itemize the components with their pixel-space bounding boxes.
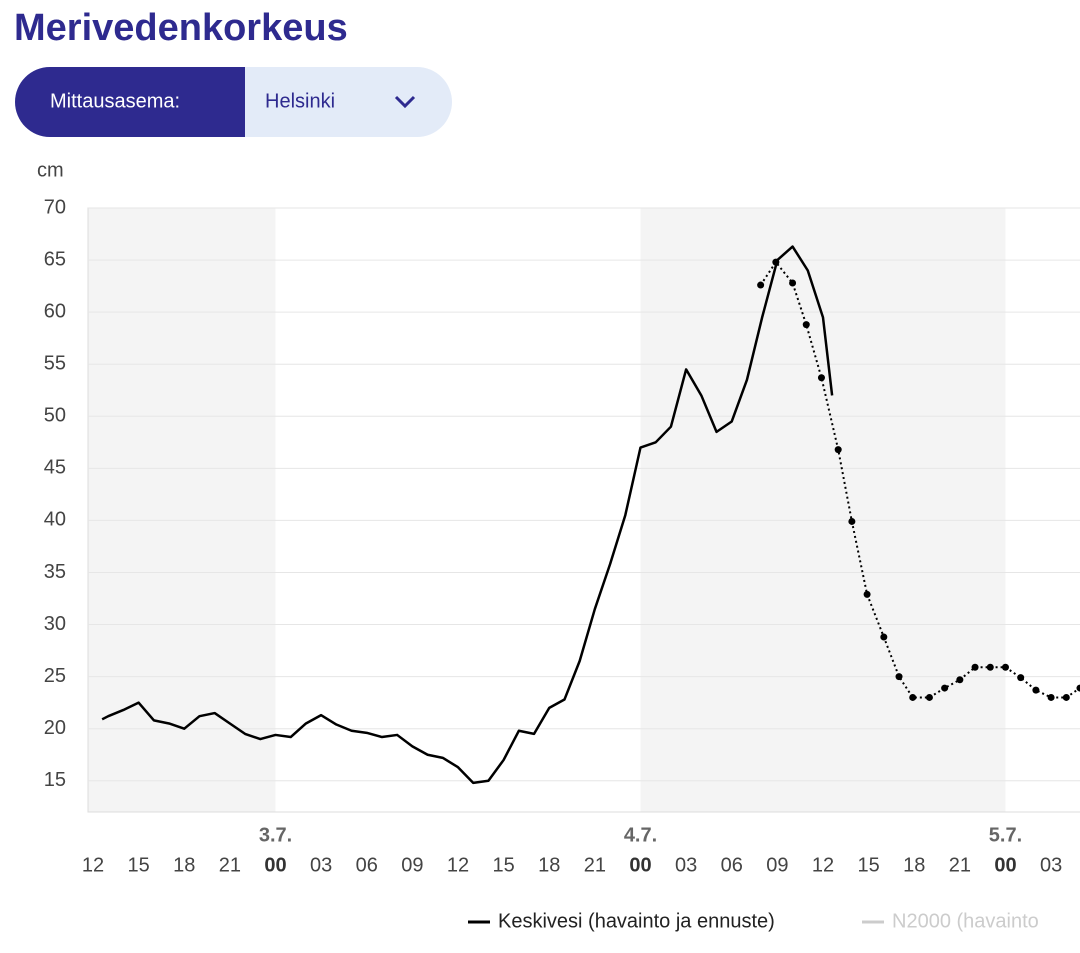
forecast-point	[909, 693, 917, 701]
x-tick-label: 00	[994, 854, 1016, 876]
y-tick-label: 70	[44, 196, 66, 218]
forecast-point	[789, 279, 797, 287]
legend-label: Keskivesi (havainto ja ennuste)	[498, 910, 775, 932]
legend-label: N2000 (havainto	[892, 910, 1039, 932]
forecast-point	[1032, 686, 1040, 694]
x-tick-label: 06	[721, 854, 743, 876]
x-tick-label: 09	[401, 854, 423, 876]
day-label: 3.7.	[259, 824, 292, 846]
y-tick-label: 35	[44, 561, 66, 583]
forecast-point	[925, 693, 933, 701]
forecast-point	[772, 258, 780, 266]
forecast-point	[1001, 663, 1009, 671]
y-tick-label: 25	[44, 665, 66, 687]
x-tick-label: 21	[219, 854, 241, 876]
x-tick-label: 15	[493, 854, 515, 876]
y-tick-label: 45	[44, 457, 66, 479]
forecast-point	[1047, 693, 1055, 701]
forecast-point	[895, 673, 903, 681]
day-band	[640, 208, 1006, 812]
forecast-point	[941, 684, 949, 692]
chevron-icon[interactable]	[394, 95, 416, 109]
selector-label: Mittausasema:	[50, 90, 180, 112]
y-tick-label: 60	[44, 300, 66, 322]
x-tick-label: 12	[812, 854, 834, 876]
y-tick-label: 55	[44, 352, 66, 374]
forecast-point	[848, 517, 856, 525]
y-tick-label: 50	[44, 405, 66, 427]
selector-label-bg	[15, 67, 245, 137]
y-tick-label: 20	[44, 717, 66, 739]
y-tick-label: 15	[44, 769, 66, 791]
x-tick-label: 03	[310, 854, 332, 876]
x-tick-label: 09	[766, 854, 788, 876]
x-tick-label: 18	[538, 854, 560, 876]
forecast-point	[880, 633, 888, 641]
day-label: 5.7.	[989, 824, 1022, 846]
forecast-point	[986, 663, 994, 671]
x-tick-label: 03	[675, 854, 697, 876]
y-axis-unit: cm	[37, 159, 64, 181]
x-tick-label: 00	[264, 854, 286, 876]
forecast-point	[1076, 684, 1080, 692]
x-tick-label: 21	[584, 854, 606, 876]
day-band	[88, 208, 276, 812]
x-tick-label: 00	[629, 854, 651, 876]
forecast-point	[956, 676, 964, 684]
station-selector[interactable]: Mittausasema: Helsinki	[15, 67, 452, 137]
observation-line	[101, 245, 834, 785]
y-tick-label: 65	[44, 248, 66, 270]
x-tick-label: 18	[173, 854, 195, 876]
forecast-point	[863, 590, 871, 598]
selector-value[interactable]: Helsinki	[265, 90, 335, 112]
x-tick-label: 21	[949, 854, 971, 876]
forecast-point	[802, 321, 810, 329]
forecast-point	[1062, 693, 1070, 701]
x-tick-label: 03	[1040, 854, 1062, 876]
x-tick-label: 12	[447, 854, 469, 876]
forecast-line	[759, 261, 1080, 699]
y-tick-label: 30	[44, 613, 66, 635]
forecast-point	[1017, 674, 1025, 682]
x-tick-label: 15	[857, 854, 879, 876]
y-tick-label: 40	[44, 509, 66, 531]
forecast-point	[834, 446, 842, 454]
forecast-point	[971, 663, 979, 671]
x-tick-label: 06	[356, 854, 378, 876]
forecast-point	[757, 281, 765, 289]
x-tick-label: 12	[82, 854, 104, 876]
page-title: Merivedenkorkeus	[14, 7, 348, 49]
day-label: 4.7.	[624, 824, 657, 846]
forecast-point	[817, 374, 825, 382]
x-tick-label: 18	[903, 854, 925, 876]
x-tick-label: 15	[128, 854, 150, 876]
